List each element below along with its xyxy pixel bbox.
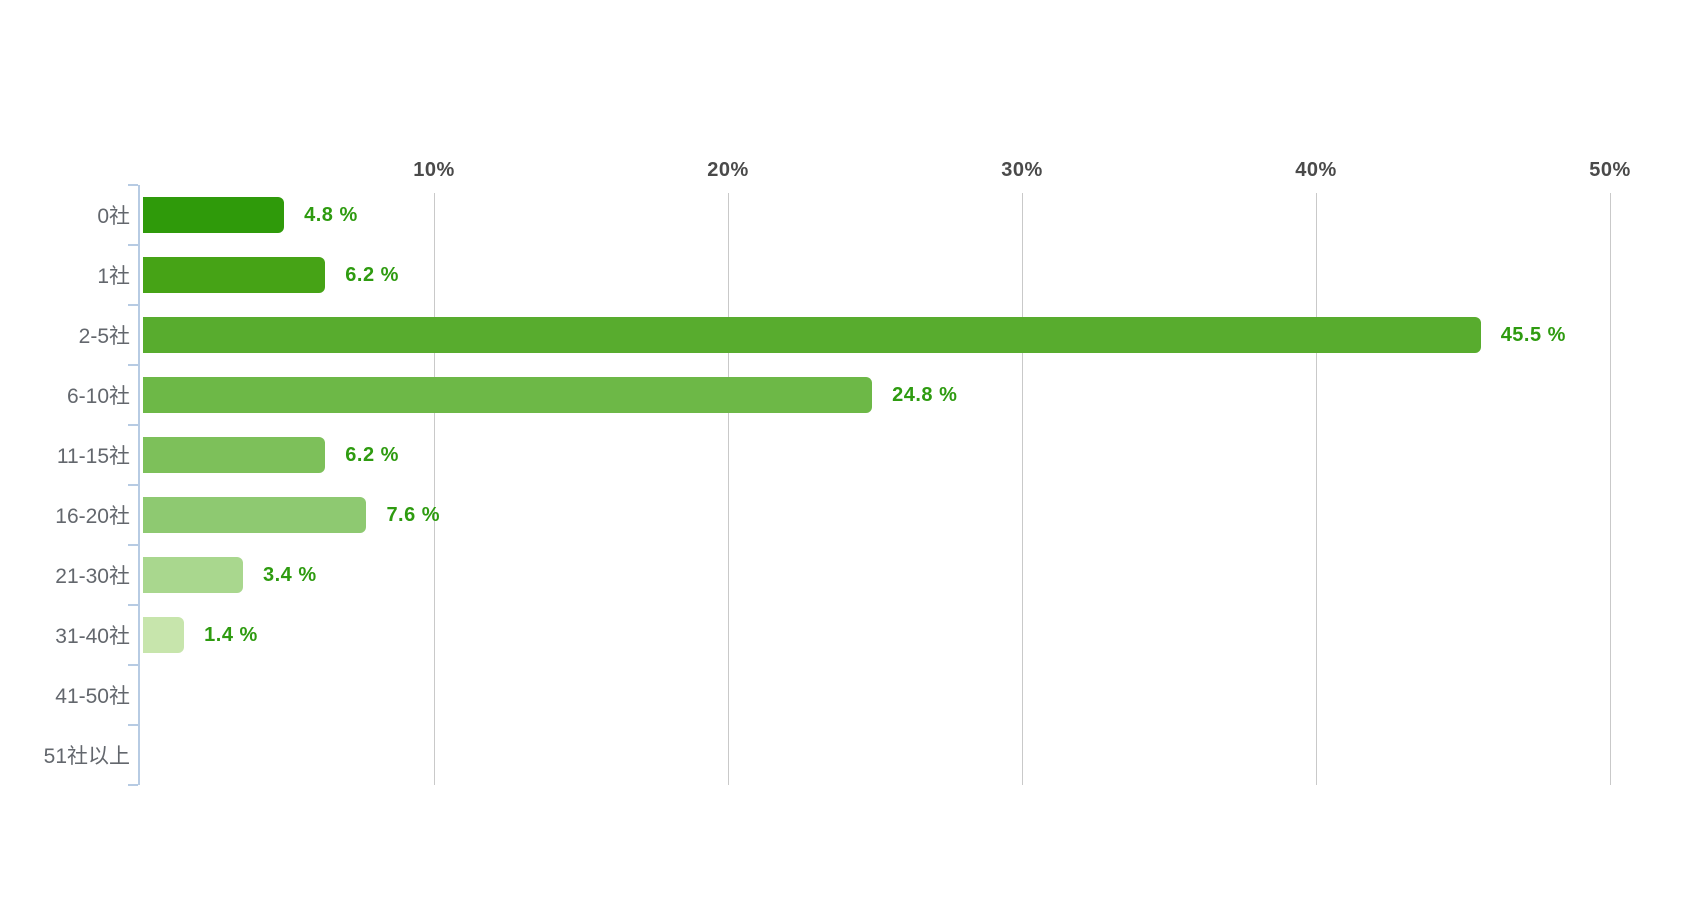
bar <box>143 257 326 293</box>
axis-tick <box>128 184 138 186</box>
chart-row: 16-20社 7.6 % <box>55 485 1660 545</box>
bar <box>143 617 185 653</box>
chart-row: 11-15社 6.2 % <box>57 425 1660 485</box>
y-axis-line <box>138 185 140 785</box>
chart-row: 51社以上 <box>44 725 1660 785</box>
category-label: 6-10社 <box>66 385 130 408</box>
category-label: 16-20社 <box>55 505 130 528</box>
value-label: 3.4 % <box>262 563 317 586</box>
gridline-30% <box>1022 193 1023 785</box>
category-label: 41-50社 <box>55 685 130 708</box>
x-tick-label: 40% <box>1295 159 1337 181</box>
axis-tick <box>128 604 138 606</box>
axis-tick <box>128 364 138 366</box>
x-tick-label: 50% <box>1589 159 1631 181</box>
axis-tick <box>128 784 138 786</box>
axis-tick <box>128 724 138 726</box>
x-tick-label: 10% <box>413 159 455 181</box>
value-label: 45.5 % <box>1500 323 1566 346</box>
axis-tick <box>128 544 138 546</box>
chart-row: 41-50社 <box>55 665 1660 725</box>
chart-row: 21-30社 3.4 % <box>55 545 1660 605</box>
chart-row: 6-10社 24.8 % <box>67 365 1660 425</box>
gridline-40% <box>1316 193 1317 785</box>
gridline-10% <box>434 193 435 785</box>
gridline-20% <box>728 193 729 785</box>
category-label: 1社 <box>97 265 130 288</box>
chart-row: 1社 6.2 % <box>97 245 1660 305</box>
axis-tick <box>128 304 138 306</box>
category-label: 51社以上 <box>43 745 130 768</box>
value-label: 4.8 % <box>304 203 358 226</box>
axis-tick <box>128 244 138 246</box>
value-label: 24.8 % <box>892 383 958 406</box>
axis-tick <box>128 484 138 486</box>
bar <box>143 317 1481 353</box>
axis-tick <box>128 424 138 426</box>
value-label: 7.6 % <box>386 503 441 526</box>
value-label: 1.4 % <box>204 623 258 646</box>
axis-tick <box>128 664 138 666</box>
category-label: 2-5社 <box>78 325 130 348</box>
bar <box>143 377 873 413</box>
chart-row: 0社 4.8 % <box>97 185 1660 245</box>
chart-row: 2-5社 45.5 % <box>79 305 1660 365</box>
chart-row: 31-40社 1.4 % <box>55 605 1660 665</box>
x-tick-label: 20% <box>707 159 749 181</box>
bar <box>143 197 285 233</box>
gridline-50% <box>1610 193 1611 785</box>
bar <box>143 497 367 533</box>
x-tick-label: 30% <box>1001 159 1043 181</box>
value-label: 6.2 % <box>345 443 399 466</box>
value-label: 6.2 % <box>345 263 399 286</box>
bar <box>143 557 243 593</box>
category-label: 0社 <box>97 205 130 228</box>
category-label: 21-30社 <box>55 565 130 588</box>
category-label: 31-40社 <box>55 625 130 648</box>
category-label: 11-15社 <box>56 445 130 468</box>
bar <box>143 437 326 473</box>
plot-area: 10% 20% 30% 40% 50% 0社 4.8 % 1社 6.2 % 2-5社 45.5 % 6… <box>44 159 1660 786</box>
